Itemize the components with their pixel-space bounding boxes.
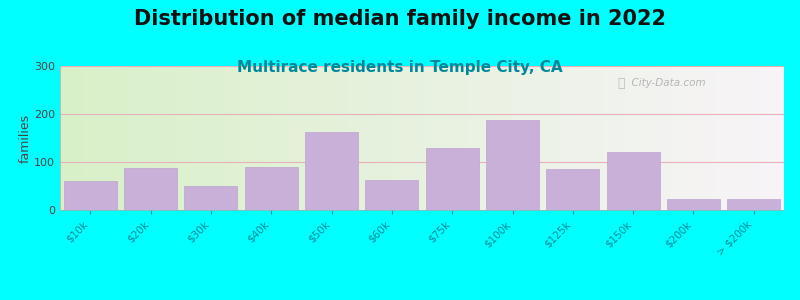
Bar	[124, 168, 177, 210]
Text: Distribution of median family income in 2022: Distribution of median family income in …	[134, 9, 666, 29]
Bar	[727, 200, 780, 210]
Bar	[64, 181, 117, 210]
Bar	[606, 152, 660, 210]
Text: City-Data.com: City-Data.com	[625, 78, 706, 88]
Bar	[245, 167, 298, 210]
Bar	[184, 186, 238, 210]
Bar	[667, 200, 720, 210]
Bar	[546, 169, 599, 210]
Bar	[305, 132, 358, 210]
Text: ⦿: ⦿	[618, 77, 625, 90]
Y-axis label: families: families	[18, 113, 31, 163]
Bar	[426, 148, 478, 210]
Text: Multirace residents in Temple City, CA: Multirace residents in Temple City, CA	[237, 60, 563, 75]
Bar	[486, 120, 539, 210]
Bar	[366, 180, 418, 210]
